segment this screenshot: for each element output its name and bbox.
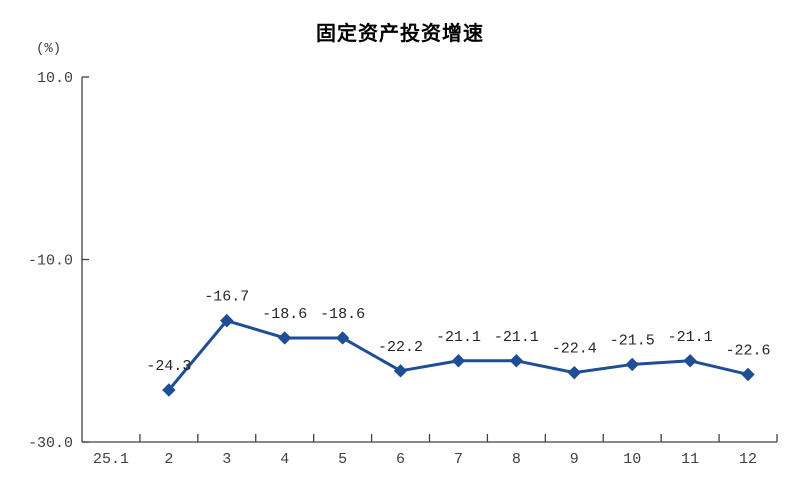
x-tick-label: 5 [338,451,347,468]
y-axis-unit-label: (%) [36,41,62,57]
data-point-label: -16.7 [204,289,249,306]
x-tick-label: 12 [739,451,757,468]
data-point-marker [741,367,755,382]
data-point-label: -18.6 [320,306,365,323]
x-tick-label: 9 [570,451,579,468]
data-point-label: -21.1 [494,329,539,346]
x-tick-label: 10 [623,451,641,468]
data-point-label: -22.6 [726,342,771,359]
x-tick-label: 25.1 [93,451,129,468]
y-tick-label: -10.0 [28,253,73,270]
data-point-marker [451,354,466,368]
data-point-label: -18.6 [262,306,307,323]
y-tick-label: -30.0 [28,435,73,452]
data-point-marker [683,354,697,368]
x-tick-label: 11 [681,451,699,468]
data-point-label: -21.1 [436,329,481,346]
data-point-marker [509,354,524,368]
x-tick-label: 6 [396,451,405,468]
data-point-label: -22.2 [378,339,423,356]
data-point-marker [335,331,350,345]
data-point-label: -21.1 [668,329,713,346]
data-point-label: -21.5 [610,332,655,349]
data-point-label: -22.4 [552,341,597,358]
x-tick-label: 3 [222,451,231,468]
chart-title: 固定资产投资增速 [316,21,484,45]
x-tick-label: 4 [280,451,289,468]
data-point-marker [625,357,639,372]
data-point-marker [567,365,581,380]
data-point-marker [162,383,176,397]
x-tick-label: 8 [512,451,521,468]
x-tick-label: 7 [454,451,463,468]
y-tick-label: 10.0 [37,70,73,87]
data-point-marker [220,313,234,328]
data-point-marker [393,364,408,378]
data-point-marker [278,331,292,345]
x-tick-label: 2 [164,451,173,468]
data-point-label: -24.3 [146,358,191,375]
